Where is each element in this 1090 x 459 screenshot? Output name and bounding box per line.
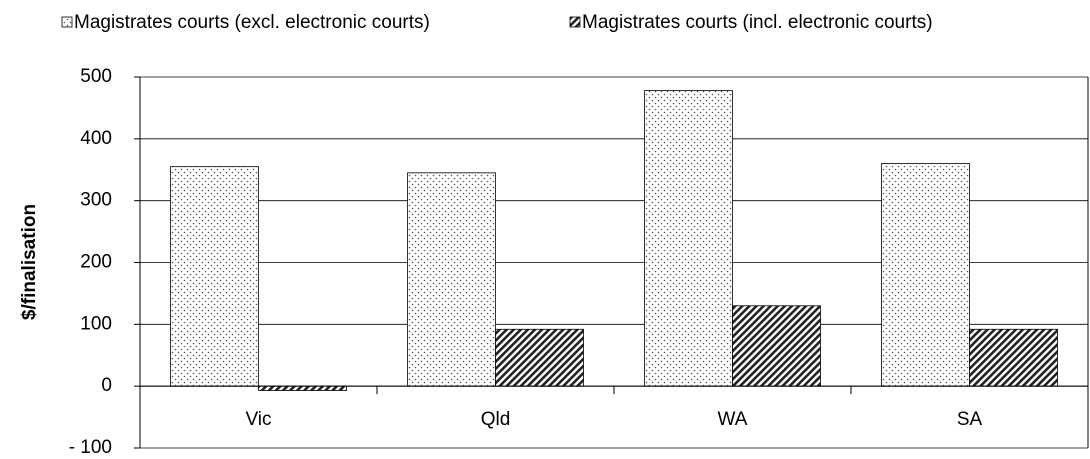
bar	[969, 328, 1058, 387]
legend-label: Magistrates courts (incl. electronic cou…	[582, 12, 933, 33]
x-tick-label: WA	[718, 409, 748, 430]
y-tick-label: 100	[80, 313, 112, 334]
y-tick-label: 200	[80, 252, 112, 273]
bar	[732, 305, 821, 387]
bar	[644, 90, 733, 387]
y-tick-label: 0	[101, 375, 112, 396]
bar	[170, 166, 259, 387]
x-tick-label: SA	[957, 409, 983, 430]
y-axis-title: $/finalisation	[19, 204, 40, 320]
y-tick-label: - 100	[69, 437, 112, 458]
bar	[407, 172, 496, 387]
y-tick-label: 300	[80, 190, 112, 211]
bar	[881, 163, 970, 387]
legend-swatch	[569, 16, 581, 28]
bar	[495, 328, 584, 387]
x-tick-label: Qld	[481, 409, 511, 430]
legend-label: Magistrates courts (excl. electronic cou…	[74, 12, 430, 33]
y-tick-label: 500	[80, 66, 112, 87]
y-tick-label: 400	[80, 128, 112, 149]
bar	[258, 385, 347, 391]
x-tick-label: Vic	[245, 409, 271, 430]
legend-swatch	[61, 16, 73, 28]
